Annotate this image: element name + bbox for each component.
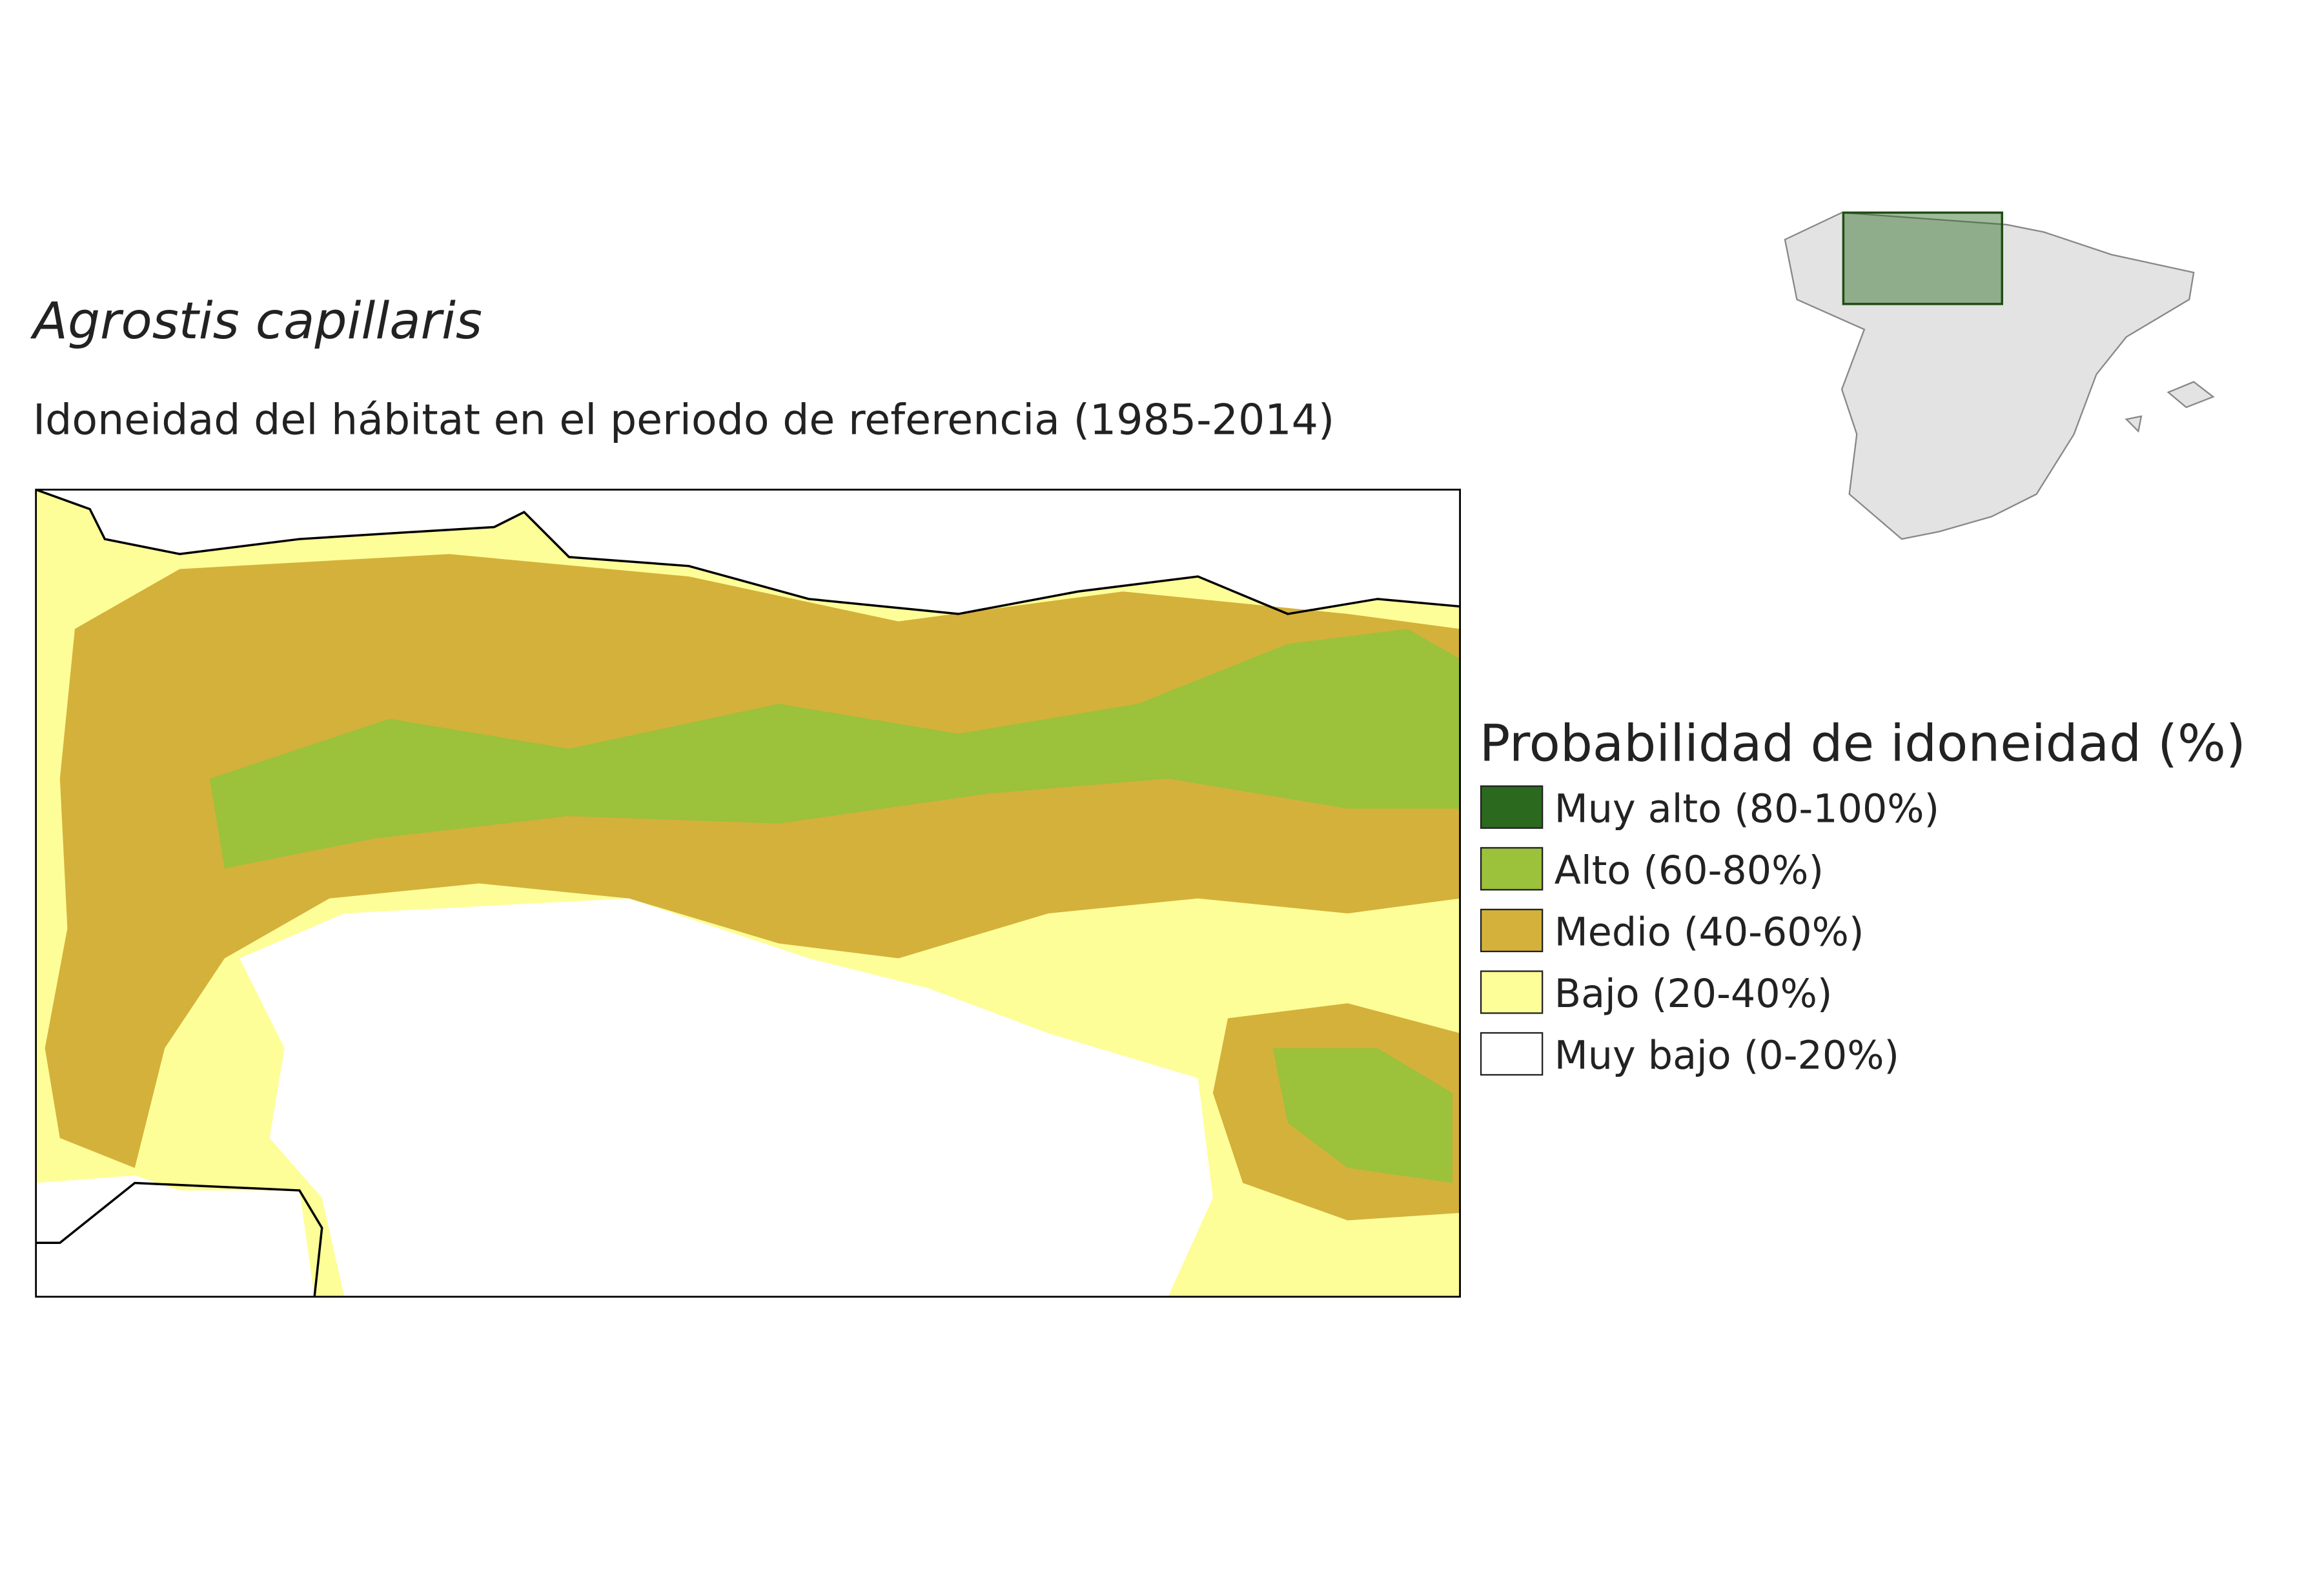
map-high xyxy=(209,629,1460,869)
legend-label: Alto (60-80%) xyxy=(1554,848,1824,893)
legend: Muy alto (80-100%) Alto (60-80%) Medio (40… xyxy=(1480,785,1939,1079)
legend-label: Muy alto (80-100%) xyxy=(1554,786,1939,831)
legend-swatch xyxy=(1480,970,1544,1014)
inset-extent xyxy=(1842,211,2004,305)
portugal xyxy=(36,1175,315,1297)
legend-title: Probabilidad de idoneidad (%) xyxy=(1480,713,2246,773)
sea xyxy=(36,489,1460,615)
map-high-east xyxy=(1272,1048,1452,1183)
inset-map xyxy=(1784,211,2215,540)
species-title: Agrostis capillaris xyxy=(30,291,482,351)
legend-swatch xyxy=(1480,847,1544,891)
legend-label: Muy bajo (0-20%) xyxy=(1554,1034,1899,1079)
legend-swatch xyxy=(1480,785,1544,829)
map-frame xyxy=(35,489,1461,1298)
coastline xyxy=(36,489,1460,615)
legend-swatch xyxy=(1480,908,1544,953)
spain-outline xyxy=(1784,212,2195,540)
suitability-map xyxy=(36,489,1460,1297)
legend-label: Bajo (20-40%) xyxy=(1554,972,1833,1017)
map-very-low xyxy=(240,898,1213,1297)
map-medium xyxy=(45,554,1460,1168)
legend-label: Medio (40-60%) xyxy=(1554,910,1864,955)
border xyxy=(36,1181,323,1297)
legend-swatch xyxy=(1480,1032,1544,1076)
islands xyxy=(2125,381,2215,433)
subtitle: Idoneidad del hábitat en el periodo de r… xyxy=(33,396,1334,445)
